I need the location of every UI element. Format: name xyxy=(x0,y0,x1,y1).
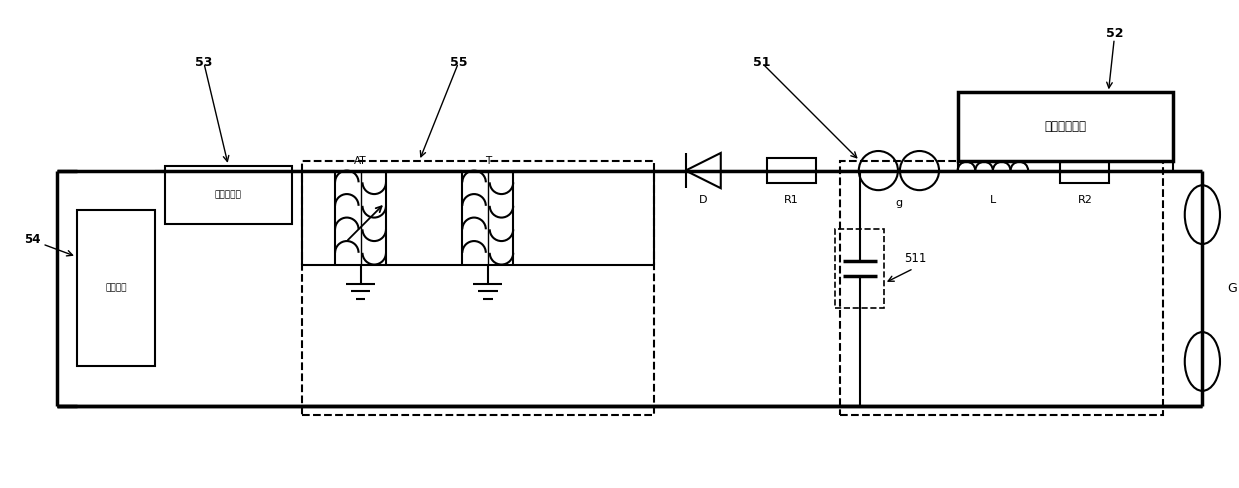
Polygon shape xyxy=(685,153,721,188)
Text: AT: AT xyxy=(354,156,367,166)
Bar xyxy=(77,210,155,366)
Text: 53: 53 xyxy=(196,57,213,69)
Text: R2: R2 xyxy=(1078,195,1093,205)
Text: 51: 51 xyxy=(753,57,771,69)
Bar xyxy=(1061,158,1109,183)
Text: 阻抗测量模块: 阻抗测量模块 xyxy=(1044,120,1087,133)
Text: 55: 55 xyxy=(450,57,467,69)
Text: G: G xyxy=(1227,282,1237,295)
Bar xyxy=(302,161,654,415)
Text: 开关控制器: 开关控制器 xyxy=(214,190,242,200)
Text: R1: R1 xyxy=(784,195,799,205)
Text: g: g xyxy=(896,198,902,208)
Text: 电源模块: 电源模块 xyxy=(105,284,126,292)
Text: 52: 52 xyxy=(1105,27,1123,40)
Bar xyxy=(165,166,292,224)
Text: D: D xyxy=(699,195,707,205)
Bar xyxy=(958,92,1173,161)
Bar xyxy=(767,158,815,183)
Bar xyxy=(835,229,885,307)
Text: 54: 54 xyxy=(25,233,41,245)
Text: T: T xyxy=(484,156,491,166)
Bar xyxy=(840,161,1163,415)
Text: 511: 511 xyxy=(903,252,927,265)
Text: L: L xyxy=(990,195,996,205)
